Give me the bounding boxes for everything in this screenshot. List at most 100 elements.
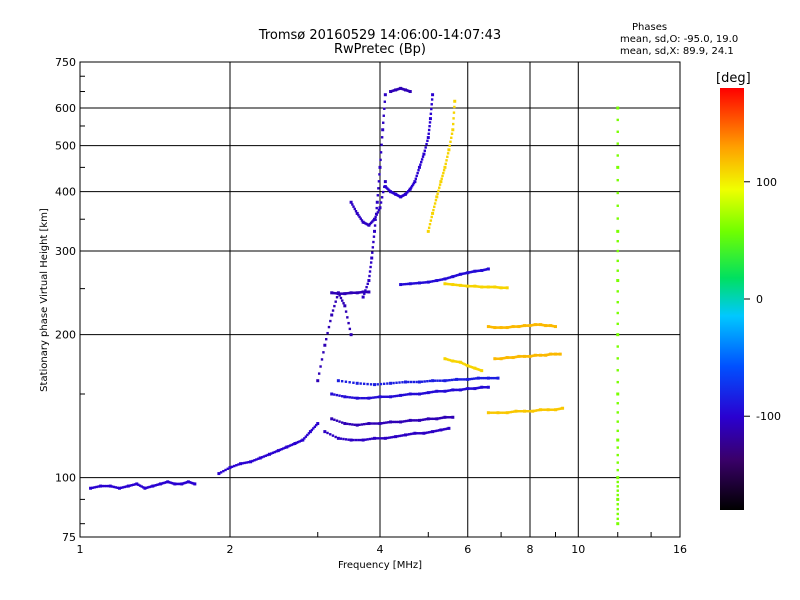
data-point bbox=[351, 396, 354, 399]
data-point bbox=[138, 484, 142, 487]
data-point bbox=[446, 152, 450, 155]
plot-title: Tromsø 20160529 14:06:00-14:07:43 bbox=[258, 28, 502, 43]
data-point bbox=[430, 215, 433, 219]
data-point bbox=[427, 226, 431, 229]
data-point bbox=[371, 437, 374, 440]
data-point bbox=[521, 410, 525, 413]
data-point bbox=[370, 256, 374, 260]
data-point bbox=[423, 418, 426, 421]
data-point bbox=[407, 419, 410, 422]
data-point bbox=[539, 408, 543, 412]
data-point bbox=[153, 484, 156, 487]
data-point bbox=[475, 367, 478, 370]
data-point bbox=[358, 396, 361, 400]
data-point bbox=[433, 202, 437, 205]
data-point bbox=[383, 421, 386, 425]
data-point bbox=[335, 296, 339, 299]
data-point bbox=[616, 392, 620, 396]
data-point bbox=[491, 376, 494, 380]
data-point bbox=[616, 493, 619, 497]
data-point bbox=[184, 481, 187, 484]
data-point bbox=[443, 357, 447, 361]
data-point bbox=[486, 325, 490, 329]
data-point bbox=[472, 377, 476, 380]
data-point bbox=[377, 208, 381, 212]
data-point bbox=[367, 290, 371, 294]
data-point bbox=[488, 325, 491, 328]
data-point bbox=[264, 454, 267, 457]
data-point bbox=[276, 449, 280, 453]
data-point bbox=[537, 408, 541, 412]
data-point bbox=[334, 300, 337, 303]
data-point bbox=[529, 410, 533, 413]
data-point bbox=[415, 380, 418, 384]
data-point bbox=[349, 333, 353, 337]
data-point bbox=[448, 416, 451, 419]
data-point bbox=[616, 290, 619, 293]
data-point bbox=[395, 394, 398, 398]
data-point bbox=[378, 165, 382, 169]
data-point bbox=[524, 410, 528, 413]
data-point bbox=[403, 283, 406, 286]
data-point bbox=[278, 448, 282, 452]
data-point bbox=[458, 283, 462, 287]
data-point bbox=[336, 291, 340, 295]
data-point bbox=[374, 396, 377, 399]
data-point bbox=[255, 458, 258, 461]
data-point bbox=[372, 422, 375, 425]
data-point bbox=[427, 431, 431, 434]
data-point bbox=[338, 294, 341, 297]
plot-frame bbox=[79, 61, 681, 538]
data-point bbox=[445, 282, 448, 286]
data-point bbox=[401, 283, 404, 286]
data-point bbox=[222, 469, 225, 473]
data-point bbox=[239, 462, 243, 466]
data-point bbox=[173, 482, 177, 486]
data-point bbox=[433, 430, 436, 433]
data-point bbox=[441, 428, 444, 431]
data-point bbox=[416, 171, 419, 175]
data-point bbox=[400, 434, 403, 437]
data-point bbox=[217, 472, 221, 476]
data-point bbox=[436, 192, 439, 196]
data-point bbox=[421, 281, 425, 284]
data-point bbox=[322, 351, 325, 354]
data-point bbox=[411, 432, 415, 435]
data-point bbox=[451, 128, 455, 132]
data-point bbox=[412, 380, 416, 384]
data-point bbox=[388, 436, 391, 439]
data-point bbox=[448, 358, 451, 362]
data-point bbox=[389, 420, 393, 424]
data-point bbox=[445, 277, 448, 280]
data-point bbox=[333, 393, 336, 396]
data-point bbox=[430, 103, 433, 106]
data-point bbox=[463, 387, 467, 391]
data-point bbox=[292, 443, 295, 446]
data-point bbox=[405, 393, 408, 396]
data-point bbox=[424, 146, 427, 149]
data-point bbox=[496, 376, 500, 380]
data-point bbox=[339, 292, 343, 295]
data-point bbox=[342, 437, 345, 441]
data-point bbox=[458, 360, 462, 364]
data-point bbox=[553, 408, 557, 412]
data-point bbox=[446, 358, 450, 361]
data-point bbox=[374, 422, 377, 425]
data-point bbox=[93, 486, 96, 489]
data-point bbox=[361, 295, 365, 299]
data-point bbox=[440, 177, 443, 180]
data-point bbox=[557, 407, 560, 411]
data-point bbox=[449, 140, 452, 143]
data-point bbox=[383, 107, 386, 110]
data-point bbox=[375, 206, 378, 210]
data-point bbox=[95, 485, 98, 489]
data-point bbox=[380, 136, 384, 139]
data-point bbox=[383, 180, 387, 184]
data-point bbox=[454, 274, 458, 277]
data-point bbox=[369, 422, 373, 425]
data-point bbox=[417, 418, 421, 422]
data-point bbox=[374, 218, 377, 221]
data-point bbox=[135, 482, 139, 486]
data-point bbox=[426, 391, 430, 395]
data-point bbox=[364, 289, 367, 292]
